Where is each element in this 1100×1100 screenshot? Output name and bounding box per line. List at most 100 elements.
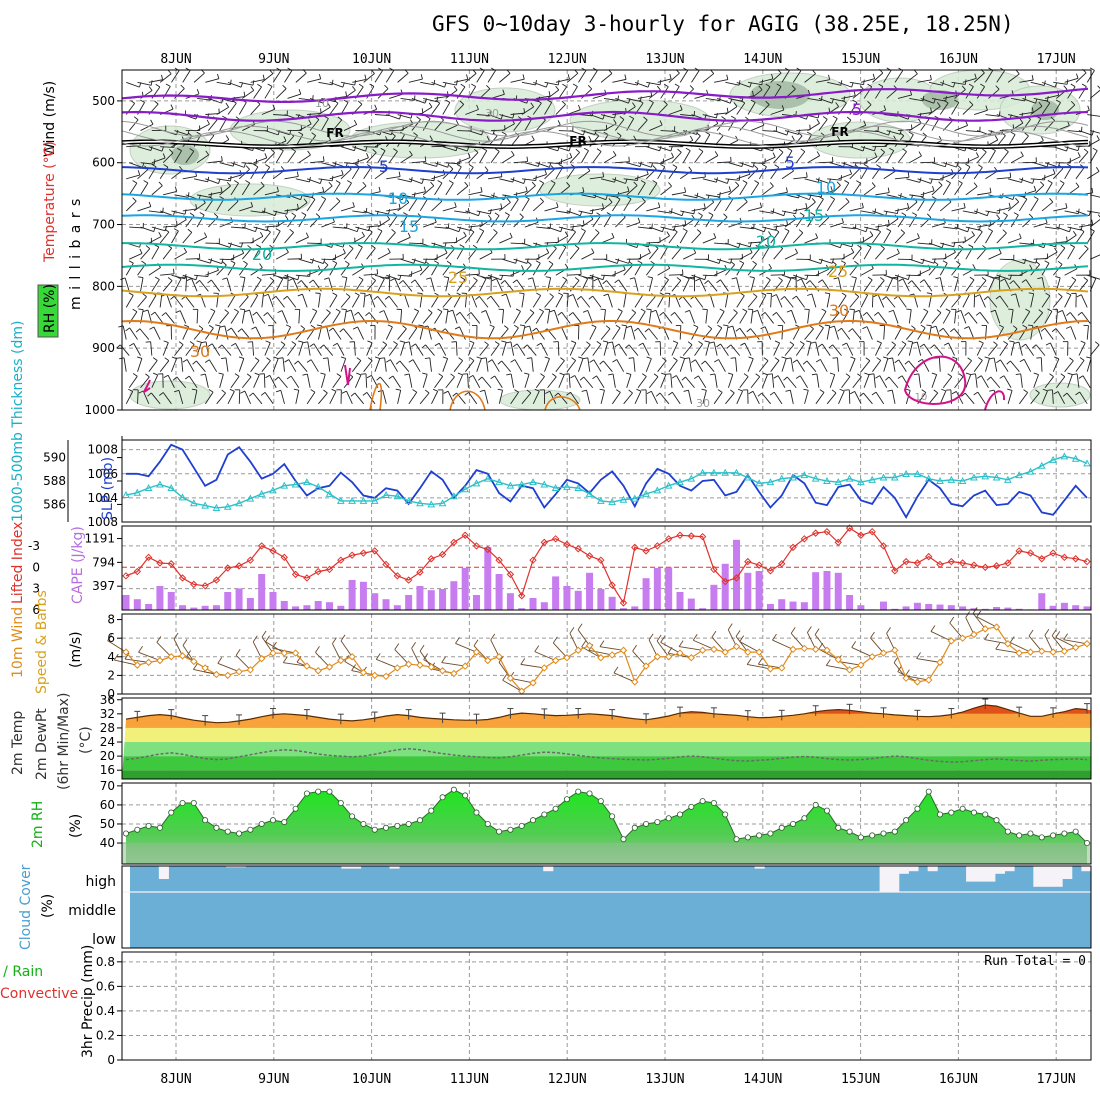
wind-barb-flag [252, 311, 257, 316]
wind-barb-flag [957, 164, 962, 170]
wind-barb [1041, 173, 1056, 180]
wind-barb-flag [773, 375, 779, 379]
temperature-contour [121, 110, 1089, 122]
wind-barb-flag [668, 391, 673, 396]
wind-barb-flag [989, 276, 995, 279]
wind-barb-flag [540, 373, 545, 377]
wind-barb-flag [246, 373, 252, 378]
wind-speed-marker [664, 653, 673, 661]
surface-wind-barb [916, 658, 941, 663]
wind-barb-flag [774, 340, 780, 344]
wind-barb [547, 376, 557, 389]
cape-bar [947, 605, 955, 610]
wind-barb [612, 178, 626, 184]
wind-barb-flag [1059, 180, 1065, 184]
wind-barb [698, 375, 707, 388]
rh-marker [880, 830, 887, 837]
contour-label: 15 [804, 206, 824, 225]
wind-barb-flag [322, 357, 328, 360]
wind-barb [219, 374, 224, 388]
wind-barb-flag [904, 360, 909, 365]
li-marker [970, 561, 978, 569]
li-marker [461, 531, 469, 539]
wind-barb [137, 358, 143, 372]
wind-barb [566, 293, 569, 308]
wind-barb [863, 392, 873, 405]
wind-barb-flag [737, 388, 743, 392]
wind-barb [695, 359, 704, 372]
wind-barb [397, 114, 412, 119]
wind-barb-flag [438, 373, 443, 377]
rh-marker [292, 805, 299, 812]
wind-barb [471, 294, 478, 308]
wind-barb-flag [733, 102, 738, 107]
wind-barb [502, 154, 515, 164]
cape-bar [133, 599, 141, 610]
surface-wind-barb [976, 616, 997, 628]
cape-bar [540, 602, 548, 610]
wind-barb [761, 374, 768, 388]
surface-wind-barb-flag [818, 642, 824, 650]
wind-barb [194, 274, 209, 277]
wind-barb [329, 102, 339, 115]
wind-barb-flag [539, 180, 544, 184]
wind-barb-flag [867, 276, 873, 281]
wind-barb [566, 231, 576, 244]
surface-wind-barb-flag [252, 635, 258, 643]
wind-barb-flag [637, 260, 643, 264]
thickness-marker [359, 496, 368, 504]
wind-barb [758, 166, 767, 180]
wind-barb-flag [405, 198, 410, 203]
thickness-marker [404, 496, 413, 504]
wind-barb [603, 214, 612, 228]
wind-barb [309, 119, 320, 131]
wind-barb [160, 146, 175, 148]
wind-barb-flag [345, 293, 351, 298]
slp-tick-label: 1004 [87, 491, 118, 505]
wind-barb [683, 194, 698, 199]
rh-marker [394, 822, 401, 829]
wind-barb-flag [486, 84, 491, 90]
surface-wind-barb [138, 651, 161, 661]
wind-barb [728, 222, 742, 228]
wind-barb [603, 360, 613, 372]
wind-barb [390, 359, 398, 372]
surface-wind-barb-flag [930, 625, 936, 632]
wind-barb-flag [215, 324, 221, 327]
wind-barb [1055, 376, 1066, 389]
wind-barb-flag [536, 342, 542, 347]
wind-barb-flag [659, 79, 662, 85]
wind-barb-flag [768, 231, 772, 236]
wind-barb-flag [357, 100, 363, 105]
wind-speed-marker [337, 656, 345, 665]
wind-barb-flag [515, 308, 521, 312]
surface-wind-barb-flag [667, 646, 673, 654]
wind-barb-flag [154, 100, 159, 105]
contour-label: 5 [785, 153, 795, 172]
wind-barb-flag [305, 232, 309, 238]
wind-barb [501, 360, 511, 372]
wind-barb [414, 279, 424, 292]
wind-barb [894, 207, 909, 212]
wind-barb-flag [341, 390, 347, 394]
surface-wind-barb [747, 664, 771, 670]
wind-barb [777, 375, 786, 388]
thickness-marker [676, 478, 684, 486]
wind-barb [943, 162, 957, 168]
wind-barb [818, 216, 830, 228]
wind-barb [1057, 391, 1066, 405]
li-marker [698, 532, 707, 541]
wind-barb [920, 98, 934, 104]
rh-axis-label: RH (%) [42, 284, 58, 333]
wind-barb-flag [998, 324, 1004, 328]
wind-barb-flag [588, 135, 592, 141]
wind-barb-flag [850, 247, 855, 253]
wind-barb [309, 310, 318, 324]
wind-barb [996, 274, 1011, 280]
wind-barb-flag [180, 84, 185, 89]
wind-barb [637, 182, 646, 196]
wind-barb-flag [221, 389, 226, 394]
wind-barb [275, 88, 287, 99]
wind-barb [369, 294, 376, 308]
wind-barb-flag [1015, 373, 1021, 376]
